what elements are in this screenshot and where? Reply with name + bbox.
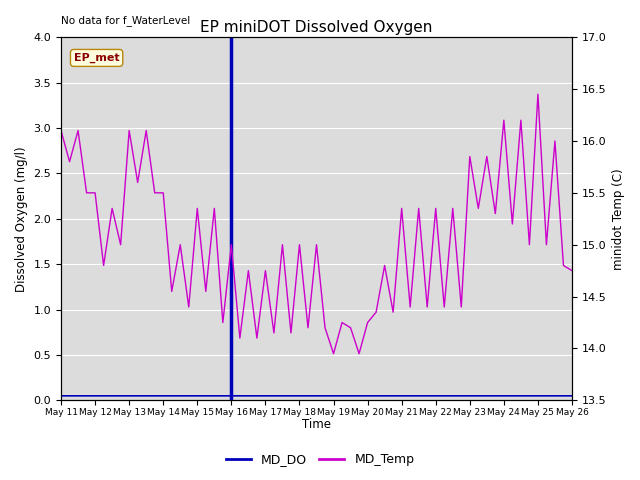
Text: No data for f_WaterLevel: No data for f_WaterLevel xyxy=(61,15,190,26)
Text: EP_met: EP_met xyxy=(74,53,120,63)
Y-axis label: Dissolved Oxygen (mg/l): Dissolved Oxygen (mg/l) xyxy=(15,146,28,291)
Legend: MD_DO, MD_Temp: MD_DO, MD_Temp xyxy=(221,448,419,471)
X-axis label: Time: Time xyxy=(302,419,331,432)
Title: EP miniDOT Dissolved Oxygen: EP miniDOT Dissolved Oxygen xyxy=(200,20,433,35)
Y-axis label: minidot Temp (C): minidot Temp (C) xyxy=(612,168,625,270)
